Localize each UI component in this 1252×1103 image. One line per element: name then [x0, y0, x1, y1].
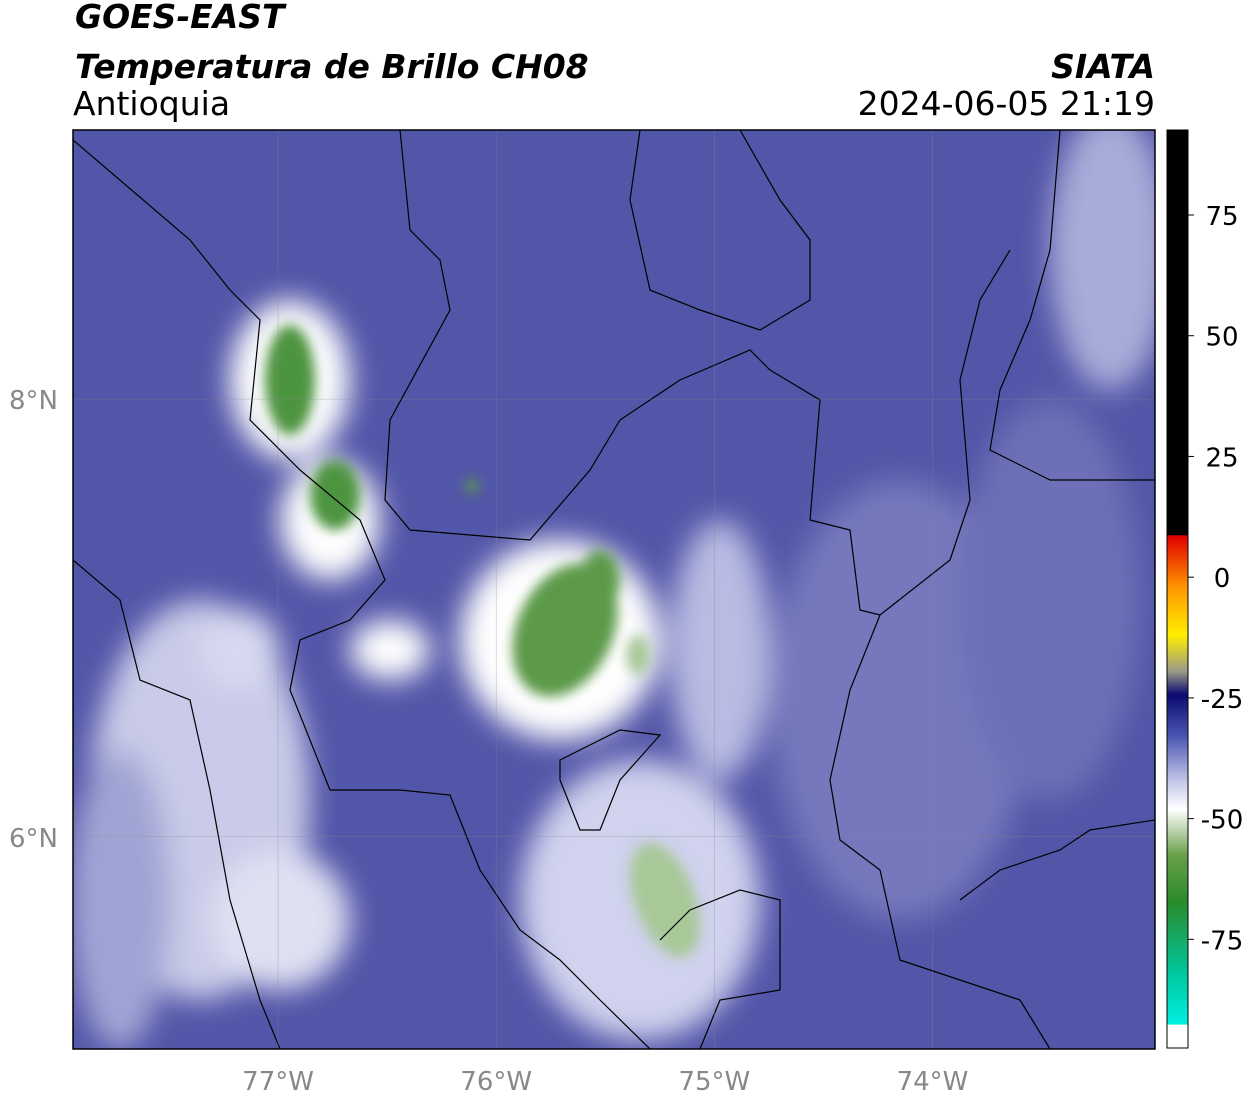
colorbar-tick-label: -75	[1201, 926, 1243, 956]
datetime: 2024-06-05 21:19	[858, 84, 1155, 123]
lon-tick-label: 75°W	[678, 1067, 750, 1097]
lon-tick-label: 77°W	[242, 1067, 314, 1097]
map-frame	[72, 129, 1156, 1050]
header: GOES-EAST Temperatura de Brillo CH08 Ant…	[73, 0, 1155, 123]
lon-tick-label: 74°W	[897, 1067, 969, 1097]
source: GOES-EAST	[75, 0, 287, 36]
colorbar	[1166, 129, 1189, 1049]
lat-tick-label: 6°N	[9, 824, 58, 854]
map-image	[73, 130, 1155, 1049]
lat-tick-label: 8°N	[9, 386, 58, 416]
agency: SIATA	[1051, 47, 1155, 86]
colorbar-tick-label: -25	[1201, 685, 1243, 715]
colorbar-tick-label: 50	[1205, 323, 1238, 353]
colorbar-tick-label: 75	[1205, 202, 1238, 232]
colorbar-tick-label: 25	[1205, 443, 1238, 473]
colorbar-tick-label: -50	[1201, 806, 1243, 836]
lon-tick-label: 76°W	[460, 1067, 532, 1097]
colorbar-tick-label: 0	[1214, 564, 1231, 594]
title: Temperatura de Brillo CH08	[75, 47, 589, 86]
region: Antioquia	[73, 84, 230, 123]
